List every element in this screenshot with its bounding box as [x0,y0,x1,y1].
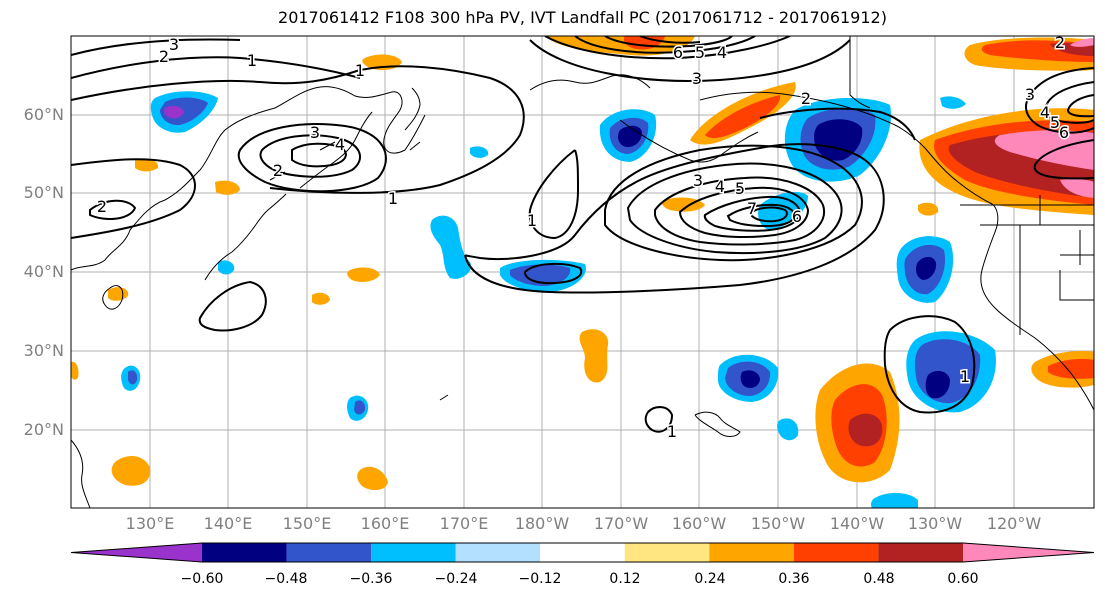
lon-label: 180°W [514,514,570,533]
lat-label: 40°N [23,262,64,281]
lon-label: 160°E [360,514,410,533]
lon-label: 130°W [907,514,963,533]
contour-label: 1 [388,189,398,208]
colorbar-bin [709,543,794,562]
colorbar-tick-label: −0.48 [264,571,308,587]
contour-label: 6 [1059,123,1069,142]
lat-label: 30°N [23,341,64,360]
contour-label: 1 [960,367,970,386]
contour-label: 2 [159,47,169,66]
lon-label: 120°W [986,514,1042,533]
colorbar-bin [793,543,879,562]
pv-contour-labels: 3 2 1 1 3 4 2 2 1 1 2 3 4 5 7 6 6 5 4 3 … [95,33,1070,443]
colorbar-tick-label: −0.60 [180,571,224,587]
pv-contours [71,36,1094,433]
colorbar-extend-high [963,543,1094,562]
lon-label: 150°E [282,514,332,533]
contour-label: 3 [692,69,702,88]
contour-label: 5 [695,43,705,62]
lon-label: 140°E [203,514,253,533]
colorbar-outline [70,542,1095,563]
lon-label: 160°W [671,514,727,533]
colorbar-tick-label: −0.36 [349,571,393,587]
colorbar-bin [455,543,541,562]
contour-label: 2 [801,89,811,108]
colorbar-tick-label: 0.24 [694,571,726,587]
contour-label: 5 [735,179,745,198]
contour-label: 2 [273,161,283,180]
ivt-positive-shading [71,36,1094,491]
coastlines [71,36,1094,508]
contour-label: 3 [693,171,703,190]
contour-label: 6 [673,43,683,62]
contour-label: 2 [97,197,107,216]
lon-label: 170°E [439,514,489,533]
contour-label: 4 [335,135,345,154]
colorbar-bin [540,543,625,562]
contour-label: 4 [1040,103,1050,122]
contour-label: 4 [715,177,725,196]
colorbar-bin [202,543,287,562]
colorbar-bin [624,543,710,562]
lon-label: 130°E [125,514,175,533]
lon-label: 150°W [750,514,806,533]
colorbar-tick-label: −0.24 [434,571,478,587]
contour-label: 1 [667,422,677,441]
lon-label: 140°W [829,514,885,533]
contour-label: 2 [1055,33,1065,52]
contour-label: 3 [169,35,179,54]
colorbar-bin [371,543,456,562]
contour-label: 3 [310,123,320,142]
contour-label: 7 [747,199,757,218]
colorbar-tick-label: 0.60 [947,571,979,587]
contour-label: 1 [355,61,365,80]
colorbar-tick-label: 0.12 [609,571,641,587]
colorbar-tick-label: 0.36 [778,571,810,587]
lon-label: 170°W [593,514,649,533]
contour-label: 5 [1050,113,1060,132]
lat-label: 20°N [23,420,64,439]
colorbar-bin [286,543,372,562]
colorbar-bin [878,543,963,562]
map-border [70,35,1095,509]
colorbar-extend-low [71,543,202,562]
contour-label: 1 [527,211,537,230]
colorbar-tick-label: 0.48 [863,571,895,587]
map-title: 2017061412 F108 300 hPa PV, IVT Landfall… [278,8,887,27]
contour-label: 4 [717,43,727,62]
colorbar-tick-label: −0.12 [518,571,562,587]
contour-label: 6 [792,207,802,226]
contour-label: 1 [247,51,257,70]
lat-label: 60°N [23,105,64,124]
lat-label: 50°N [23,183,64,202]
contour-label: 3 [1025,85,1035,104]
colorbar [70,542,1095,563]
